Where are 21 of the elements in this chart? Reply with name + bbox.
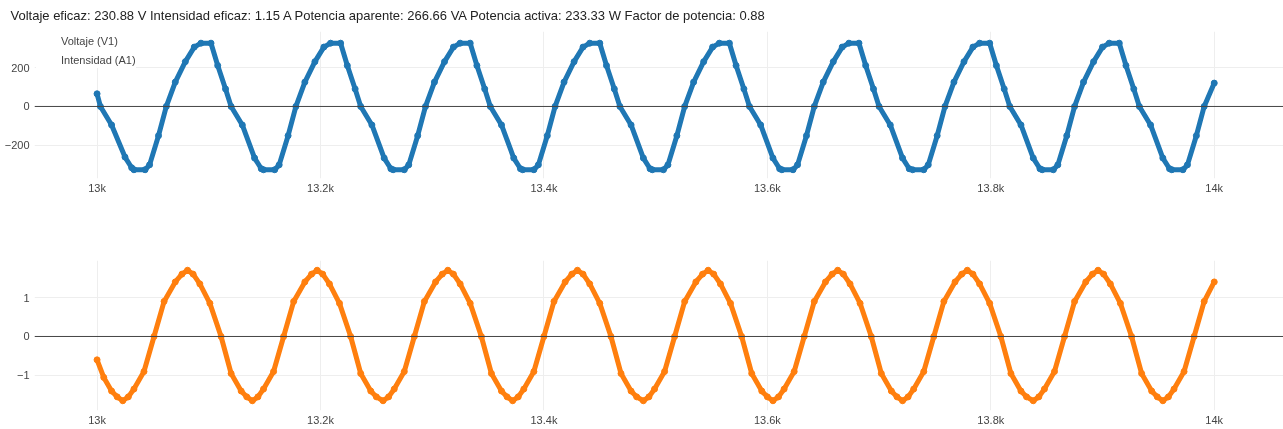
y-tick-label: 1: [23, 291, 30, 304]
y-tick-label: 0: [23, 100, 30, 113]
x-tick-label: 13.4k: [530, 413, 558, 426]
chart-title: Voltaje eficaz: 230.88 V Intensidad eficaz: 1.15 A Potencia aparente: 266.66 VA Potencia activa: 233.33 W Factor de potencia: 0.88: [10, 8, 765, 23]
x-tick-label: 13.2k: [307, 181, 335, 194]
x-tick-label: 14k: [1205, 181, 1224, 194]
x-tick-label: 13k: [88, 181, 107, 194]
text: Voltaje (V1): [61, 34, 118, 49]
x-tick-label: 13.6k: [753, 413, 782, 426]
y-tick-label: 0: [23, 330, 30, 343]
x-tick-label: 14k: [1205, 413, 1224, 426]
x-tick-label: 13.4k: [530, 181, 558, 194]
x-tick-label: 13.6k: [753, 181, 782, 194]
x-tick-label: 13.8k: [977, 181, 1005, 194]
x-tick-label: 13k: [88, 413, 107, 426]
text: Intensidad (A1): [61, 54, 136, 66]
x-tick-label: 13.2k: [307, 413, 335, 426]
x-tick-label: 13.8k: [977, 413, 1005, 426]
y-tick-label: −1: [16, 369, 30, 382]
y-tick-label: 200: [11, 61, 30, 74]
y-tick-label: −200: [4, 139, 30, 152]
